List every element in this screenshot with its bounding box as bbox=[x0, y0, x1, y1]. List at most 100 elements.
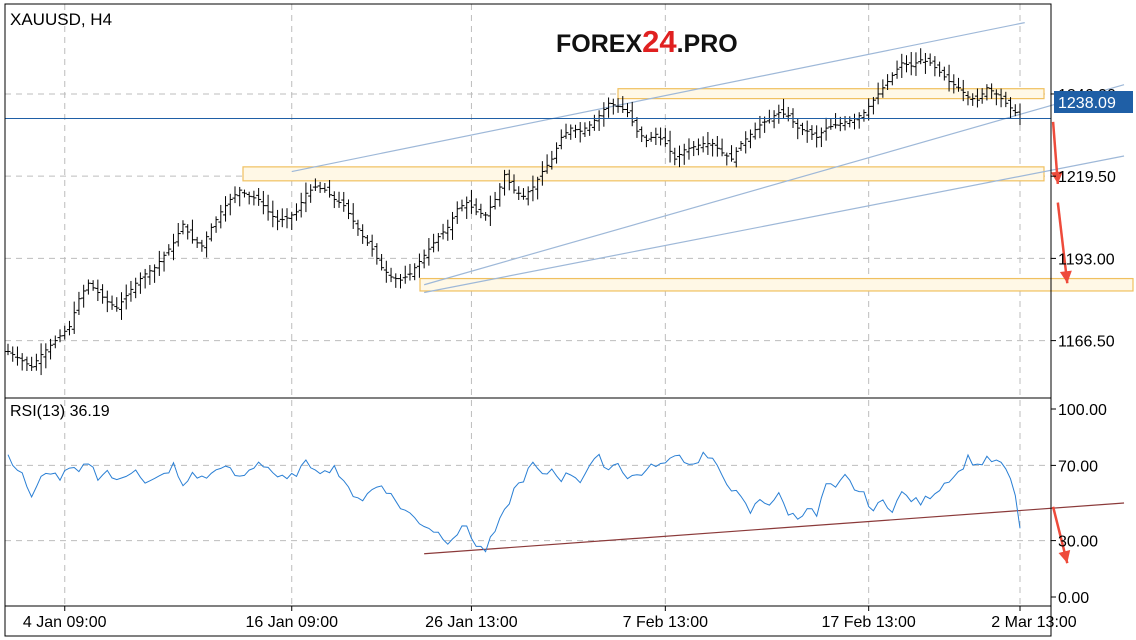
ohlc-bar bbox=[733, 147, 739, 168]
ohlc-bar bbox=[142, 268, 148, 289]
ohlc-bar bbox=[785, 106, 791, 122]
ohlc-bar bbox=[19, 353, 25, 371]
ohlc-bar bbox=[66, 320, 72, 336]
ohlc-bar bbox=[568, 124, 574, 140]
ohlc-bar bbox=[714, 136, 720, 157]
ohlc-bar bbox=[431, 233, 437, 253]
ohlc-bar bbox=[776, 104, 782, 124]
ohlc-bar bbox=[331, 191, 337, 209]
ohlc-bar bbox=[525, 186, 531, 206]
ohlc-bar bbox=[57, 329, 63, 343]
ohlc-bar bbox=[412, 263, 418, 281]
ohlc-bar bbox=[837, 116, 843, 132]
ohlc-bar bbox=[639, 126, 645, 143]
time-tick-label: 16 Jan 09:00 bbox=[245, 614, 338, 631]
ohlc-bar bbox=[998, 88, 1004, 108]
chart-title: XAUUSD, H4 bbox=[10, 10, 112, 29]
ohlc-bar bbox=[189, 219, 195, 244]
time-tick-label: 2 Mar 13:00 bbox=[991, 614, 1076, 631]
ohlc-bar bbox=[341, 191, 347, 212]
ohlc-bar bbox=[128, 280, 134, 302]
ohlc-bar bbox=[393, 273, 399, 288]
ohlc-bar bbox=[48, 338, 54, 360]
ohlc-bar bbox=[535, 176, 541, 200]
time-tick-label: 4 Jan 09:00 bbox=[23, 614, 107, 631]
ohlc-bar bbox=[506, 169, 512, 191]
ohlc-bar bbox=[345, 199, 351, 220]
ohlc-bar bbox=[246, 191, 252, 205]
price-tick-label: 1193.00 bbox=[1058, 251, 1115, 268]
ohlc-bar bbox=[904, 55, 910, 73]
ohlc-bar bbox=[336, 191, 342, 208]
ohlc-bar bbox=[771, 110, 777, 129]
ohlc-bar bbox=[100, 284, 106, 304]
ohlc-bar bbox=[885, 74, 891, 91]
ohlc-bar bbox=[520, 188, 526, 200]
ohlc-bar bbox=[483, 212, 489, 221]
current-price-badge bbox=[1054, 91, 1133, 113]
ohlc-bar bbox=[156, 250, 162, 276]
ohlc-bar bbox=[379, 253, 385, 271]
ohlc-bar bbox=[1012, 104, 1018, 117]
ohlc-bar bbox=[648, 131, 654, 142]
time-tick-label: 17 Feb 13:00 bbox=[822, 614, 916, 631]
ohlc-bar bbox=[502, 169, 508, 196]
ohlc-bar bbox=[606, 97, 612, 118]
time-tick-label: 7 Feb 13:00 bbox=[623, 614, 709, 631]
ohlc-bar bbox=[213, 216, 219, 233]
ohlc-bar bbox=[833, 113, 839, 129]
ohlc-bar bbox=[118, 292, 124, 320]
ohlc-bar bbox=[762, 116, 768, 133]
ohlc-bar bbox=[85, 279, 91, 295]
ohlc-bar bbox=[459, 199, 465, 212]
ohlc-bar bbox=[95, 279, 101, 302]
ohlc-bar bbox=[147, 264, 153, 285]
ohlc-bar bbox=[29, 356, 35, 371]
ohlc-bar bbox=[208, 223, 214, 242]
ohlc-bar bbox=[279, 208, 285, 228]
rsi-title: RSI(13) 36.19 bbox=[10, 403, 110, 420]
price-bars bbox=[5, 48, 1023, 376]
ohlc-bar bbox=[530, 175, 536, 202]
ohlc-bar bbox=[691, 141, 697, 157]
ohlc-bar bbox=[492, 191, 498, 210]
ohlc-bar bbox=[672, 147, 678, 166]
current-price-label: 1238.09 bbox=[1058, 95, 1116, 112]
ohlc-bar bbox=[1003, 91, 1009, 108]
ohlc-bar bbox=[284, 208, 290, 229]
ohlc-bar bbox=[799, 122, 805, 136]
ohlc-bar bbox=[795, 118, 801, 140]
time-tick-label: 26 Jan 13:00 bbox=[425, 614, 518, 631]
ohlc-bar bbox=[856, 112, 862, 129]
ohlc-bar bbox=[601, 102, 607, 127]
ohlc-bar bbox=[662, 128, 668, 147]
ohlc-bar bbox=[563, 123, 569, 139]
ohlc-bar bbox=[43, 343, 49, 369]
ohlc-bar bbox=[260, 190, 266, 215]
ohlc-bar bbox=[227, 193, 233, 216]
ohlc-bar bbox=[161, 251, 167, 272]
ohlc-bar bbox=[369, 234, 375, 257]
ohlc-bar bbox=[634, 117, 640, 138]
ohlc-bar bbox=[275, 209, 281, 231]
ohlc-bar bbox=[5, 343, 11, 356]
ohlc-bar bbox=[960, 79, 966, 102]
ohlc-bar bbox=[312, 178, 318, 192]
ohlc-bar bbox=[487, 195, 493, 226]
ohlc-bar bbox=[851, 113, 857, 130]
ohlc-bar bbox=[137, 272, 143, 294]
ohlc-bar bbox=[435, 232, 441, 252]
ohlc-bar bbox=[700, 136, 706, 153]
ohlc-bar bbox=[171, 233, 177, 261]
ohlc-bar bbox=[804, 120, 810, 143]
ohlc-bar bbox=[624, 103, 630, 118]
ohlc-bar bbox=[979, 88, 985, 104]
ohlc-bar bbox=[388, 267, 394, 283]
ohlc-bar bbox=[421, 249, 427, 269]
ohlc-bar bbox=[989, 83, 995, 99]
ohlc-bar bbox=[814, 125, 820, 148]
ohlc-bar bbox=[587, 121, 593, 136]
ohlc-bar bbox=[993, 89, 999, 106]
ohlc-bar bbox=[781, 98, 787, 119]
